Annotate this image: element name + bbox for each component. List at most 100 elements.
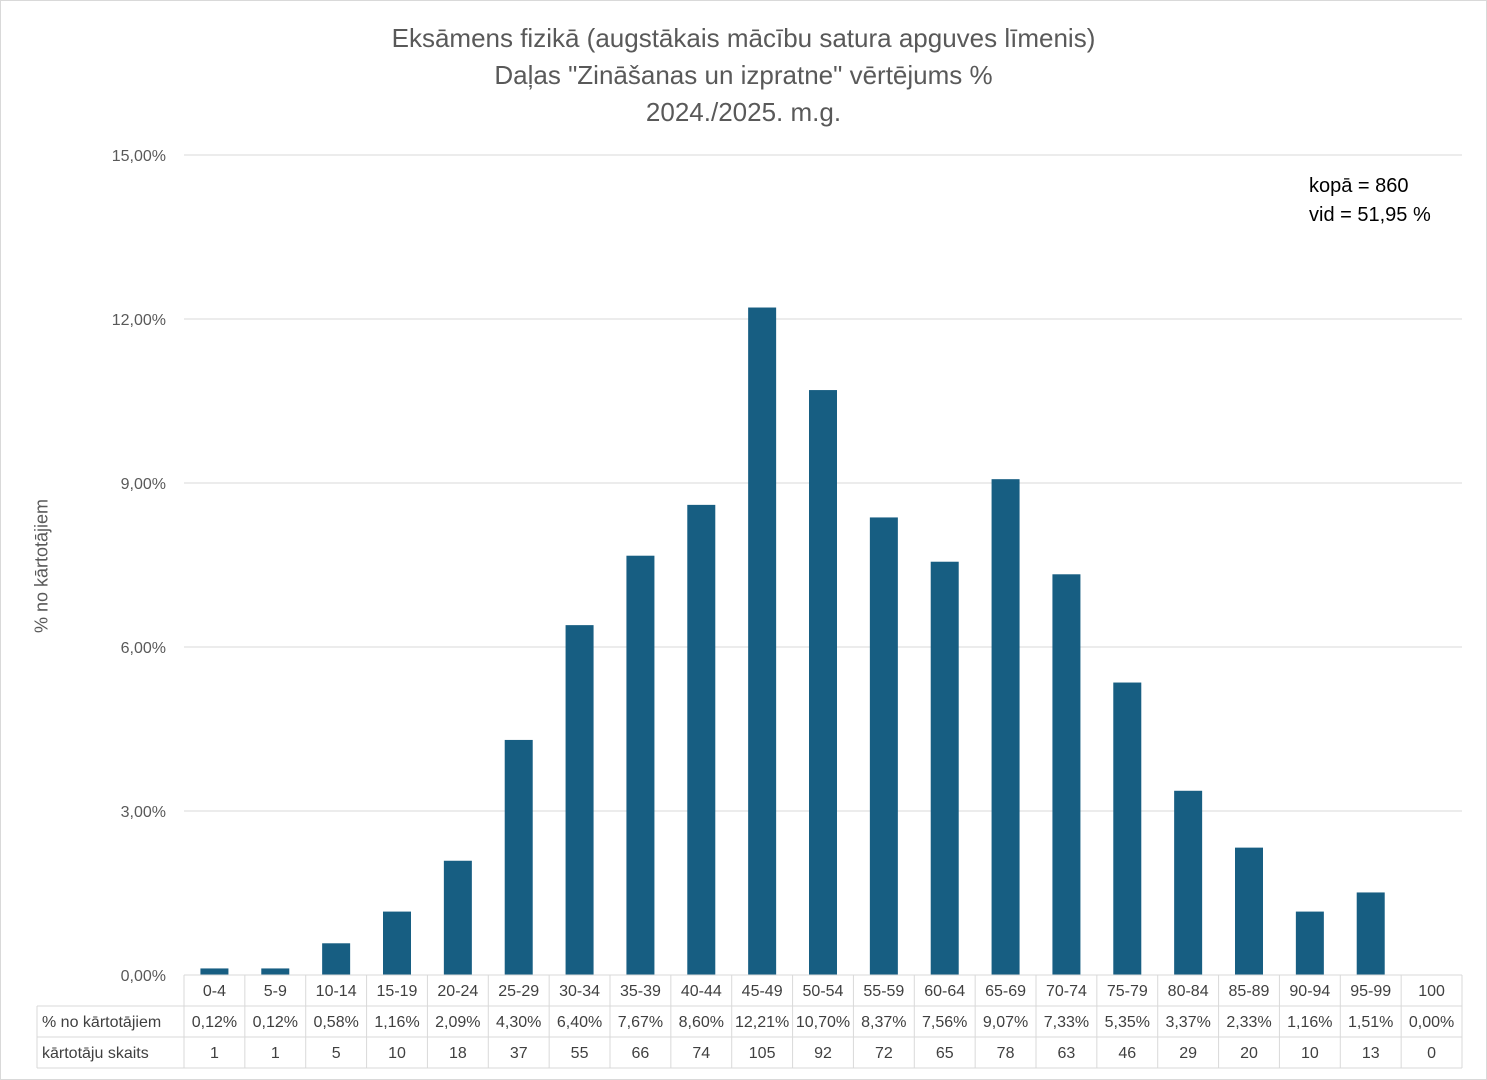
bar: [261, 968, 290, 975]
category-label: 45-49: [742, 983, 783, 1000]
table-cell: 20: [1240, 1045, 1258, 1062]
table-cell: 46: [1118, 1045, 1136, 1062]
bar: [322, 943, 351, 975]
category-label: 70-74: [1046, 983, 1087, 1000]
summary-average: vid = 51,95 %: [1309, 204, 1431, 226]
summary-total: kopā = 860: [1309, 175, 1409, 197]
bar: [809, 390, 837, 976]
table-cell: 63: [1058, 1045, 1076, 1062]
bar: [626, 555, 655, 975]
table-cell: 13: [1362, 1045, 1380, 1062]
table-cell: 1: [210, 1045, 219, 1062]
table-cell: 2,33%: [1226, 1014, 1271, 1031]
bar: [687, 504, 716, 975]
table-cell: 18: [449, 1045, 467, 1062]
bar: [1174, 790, 1203, 975]
table-row-header: kārtotāju skaits: [42, 1045, 149, 1062]
table-cell: 7,67%: [618, 1014, 663, 1031]
table-cell: 4,30%: [496, 1014, 541, 1031]
bar: [443, 860, 472, 975]
y-axis-ticks: 0,00% 3,00% 6,00% 9,00% 12,00% 15,00%: [112, 148, 166, 985]
bar: [1235, 847, 1263, 975]
table-cell: 10,70%: [796, 1014, 850, 1031]
table-cell: 105: [749, 1045, 776, 1062]
category-label: 15-19: [377, 983, 418, 1000]
bar: [383, 911, 411, 975]
chart-title-line-2: Daļas "Zināšanas un izpratne" vērtējums …: [494, 60, 993, 90]
table-cell: 7,56%: [922, 1014, 967, 1031]
y-tick-label: 12,00%: [112, 312, 166, 329]
table-cell: 92: [814, 1045, 832, 1062]
table-cell: 1: [271, 1045, 280, 1062]
table-cell: 3,37%: [1165, 1014, 1210, 1031]
category-label: 60-64: [924, 983, 965, 1000]
category-label: 65-69: [985, 983, 1026, 1000]
bar: [930, 561, 959, 975]
category-label: 50-54: [803, 983, 844, 1000]
category-label: 80-84: [1168, 983, 1209, 1000]
summary-annotation: kopā = 860 vid = 51,95 %: [1309, 172, 1431, 230]
bar: [991, 479, 1020, 975]
table-cell: 0,58%: [313, 1014, 358, 1031]
category-label: 5-9: [264, 983, 287, 1000]
category-label: 0-4: [203, 983, 226, 1000]
table-cell: 37: [510, 1045, 528, 1062]
bar: [1052, 574, 1081, 975]
table-cell: 0: [1427, 1045, 1436, 1062]
table-cell: 8,37%: [861, 1014, 906, 1031]
bar: [200, 968, 229, 975]
table-cell: 66: [632, 1045, 650, 1062]
category-label: 100: [1418, 983, 1445, 1000]
table-cell: 0,00%: [1409, 1014, 1454, 1031]
table-cell: 7,33%: [1044, 1014, 1089, 1031]
table-cell: 10: [1301, 1045, 1319, 1062]
table-cell: 78: [997, 1045, 1015, 1062]
bar: [748, 307, 777, 975]
bar: [1356, 892, 1385, 975]
bar: [565, 625, 594, 975]
category-label: 10-14: [316, 983, 357, 1000]
chart-title-line-3: 2024./2025. m.g.: [645, 97, 842, 127]
chart-title-line-1: Eksāmens fizikā (augstākais mācību satur…: [391, 23, 1096, 53]
table-cell: 1,16%: [1287, 1014, 1332, 1031]
bar: [1295, 911, 1324, 975]
y-tick-label: 15,00%: [112, 148, 166, 165]
bar: [869, 517, 898, 975]
data-table: 0-4 5-9 10-14 15-19 20-24 25-29 30-34 35-39 40-4…: [36, 974, 1463, 1069]
table-row-header: % no kārtotājiem: [42, 1014, 161, 1031]
category-label: 30-34: [559, 983, 600, 1000]
table-cell: 10: [388, 1045, 406, 1062]
category-label: 90-94: [1289, 983, 1330, 1000]
chart-title: Eksāmens fizikā (augstākais mācību satur…: [0, 20, 1487, 131]
table-cell: 1,16%: [374, 1014, 419, 1031]
y-tick-label: 9,00%: [121, 476, 166, 493]
table-cell: 5,35%: [1105, 1014, 1150, 1031]
table-cell: 8,60%: [679, 1014, 724, 1031]
category-label: 85-89: [1229, 983, 1270, 1000]
bar: [504, 739, 533, 975]
table-cell: 72: [875, 1045, 893, 1062]
table-cell: 2,09%: [435, 1014, 480, 1031]
table-cell: 9,07%: [983, 1014, 1028, 1031]
category-label: 35-39: [620, 983, 661, 1000]
table-cell: 1,51%: [1348, 1014, 1393, 1031]
category-label: 75-79: [1107, 983, 1148, 1000]
table-cell: 74: [692, 1045, 710, 1062]
y-tick-label: 6,00%: [121, 640, 166, 657]
category-label: 20-24: [437, 983, 478, 1000]
y-tick-label: 0,00%: [121, 968, 166, 985]
bar: [1113, 682, 1142, 975]
category-label: 25-29: [498, 983, 539, 1000]
table-cell: 0,12%: [192, 1014, 237, 1031]
table-cell: 5: [332, 1045, 341, 1062]
bars: [200, 307, 1385, 976]
table-cell: 6,40%: [557, 1014, 602, 1031]
category-label: 40-44: [681, 983, 722, 1000]
y-tick-label: 3,00%: [121, 804, 166, 821]
table-cell: 65: [936, 1045, 954, 1062]
table-cell: 29: [1179, 1045, 1197, 1062]
category-label: 55-59: [863, 983, 904, 1000]
category-label: 95-99: [1350, 983, 1391, 1000]
table-cell: 55: [571, 1045, 589, 1062]
